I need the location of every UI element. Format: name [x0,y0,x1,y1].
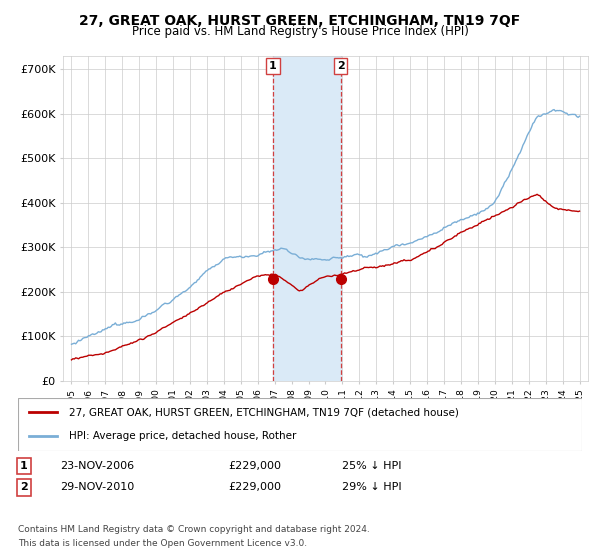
Text: 27, GREAT OAK, HURST GREEN, ETCHINGHAM, TN19 7QF: 27, GREAT OAK, HURST GREEN, ETCHINGHAM, … [79,14,521,28]
FancyBboxPatch shape [18,398,582,451]
Text: 29% ↓ HPI: 29% ↓ HPI [342,482,401,492]
Text: 1: 1 [20,461,28,471]
Text: Price paid vs. HM Land Registry's House Price Index (HPI): Price paid vs. HM Land Registry's House … [131,25,469,38]
Text: This data is licensed under the Open Government Licence v3.0.: This data is licensed under the Open Gov… [18,539,307,548]
Text: 2: 2 [20,482,28,492]
Text: £229,000: £229,000 [228,461,281,471]
Text: 23-NOV-2006: 23-NOV-2006 [60,461,134,471]
Bar [273,56,341,381]
Text: 2: 2 [337,61,344,71]
Text: HPI: Average price, detached house, Rother: HPI: Average price, detached house, Roth… [69,431,296,441]
Text: 25% ↓ HPI: 25% ↓ HPI [342,461,401,471]
Text: 29-NOV-2010: 29-NOV-2010 [60,482,134,492]
Text: Contains HM Land Registry data © Crown copyright and database right 2024.: Contains HM Land Registry data © Crown c… [18,525,370,534]
Text: 27, GREAT OAK, HURST GREEN, ETCHINGHAM, TN19 7QF (detached house): 27, GREAT OAK, HURST GREEN, ETCHINGHAM, … [69,408,458,418]
Text: 1: 1 [269,61,277,71]
Text: £229,000: £229,000 [228,482,281,492]
